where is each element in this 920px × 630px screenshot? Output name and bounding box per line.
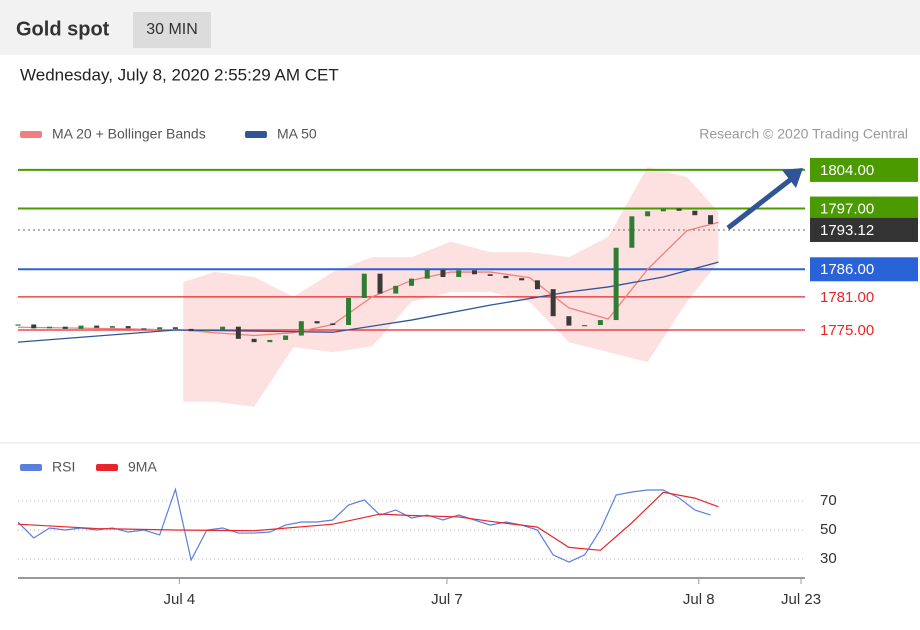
rsi-line: [17, 487, 711, 563]
level-label: 1793.12: [820, 222, 874, 239]
candle: [503, 275, 509, 279]
candle: [534, 280, 540, 290]
candle: [613, 247, 619, 321]
candle: [235, 326, 241, 339]
candle: [361, 273, 367, 298]
legend-swatch: [20, 464, 42, 471]
level-label-box: [810, 157, 918, 182]
x-tick-label: Jul 4: [163, 591, 195, 608]
legend-swatch: [96, 464, 118, 471]
plot: 1804.00 1797.00 1793.12 1786.00 1781.00 1775.…: [15, 126, 918, 608]
candle: [109, 326, 115, 328]
level-label-box: [810, 257, 918, 282]
candle: [204, 330, 210, 332]
candle: [393, 285, 399, 294]
candle: [487, 274, 493, 276]
candle: [346, 297, 352, 326]
candle: [330, 323, 336, 326]
legend-label: MA 50: [277, 126, 317, 142]
candle: [550, 289, 556, 317]
candle: [566, 316, 572, 326]
level-label-box: [810, 217, 918, 242]
candle: [708, 215, 714, 225]
candle: [31, 324, 37, 329]
level-label: 1797.00: [820, 201, 874, 218]
subtitle: Wednesday, July 8, 2020 2:55:29 AM CET: [20, 65, 339, 84]
legend-label: 9MA: [128, 459, 157, 475]
legend-swatch: [20, 131, 42, 138]
candle: [141, 328, 147, 330]
candle: [676, 208, 682, 211]
candle: [46, 326, 52, 329]
candle: [629, 216, 635, 248]
candle: [78, 325, 84, 329]
candle: [172, 327, 178, 329]
candle: [251, 338, 257, 343]
chart-title: Gold spot: [16, 18, 110, 40]
interval-box[interactable]: [133, 12, 211, 48]
level-label: 1786.00: [820, 261, 874, 278]
level-label: 1775.00: [820, 322, 874, 339]
bollinger-band: [183, 167, 719, 407]
legend-swatch: [245, 131, 267, 138]
candle: [582, 325, 588, 327]
moving-average: [17, 261, 719, 343]
candle: [440, 269, 446, 278]
interval[interactable]: 30 MIN: [146, 21, 198, 38]
candle: [692, 210, 698, 216]
credit: Research © 2020 Trading Central: [699, 126, 908, 142]
level-label: 1781.00: [820, 289, 874, 306]
candle: [188, 328, 194, 332]
candle: [267, 339, 273, 343]
candle: [456, 270, 462, 278]
candle: [157, 327, 163, 330]
candle: [519, 278, 525, 281]
rsi-tick-label: 50: [820, 521, 837, 538]
x-tick-label: Jul 8: [683, 591, 715, 608]
rsi-tick-label: 30: [820, 550, 837, 567]
rsi-line: [17, 491, 719, 551]
level-label-box: [810, 196, 918, 221]
arrow: [726, 178, 792, 230]
candle: [645, 211, 651, 217]
candle: [283, 335, 289, 340]
level-label: 1804.00: [820, 162, 874, 179]
candle: [94, 325, 100, 328]
candle: [377, 273, 383, 294]
x-tick-label: Jul 7: [431, 591, 463, 608]
candle: [471, 270, 477, 275]
candle: [62, 326, 68, 329]
legend-label: RSI: [52, 459, 75, 475]
candle: [15, 324, 21, 326]
legend-label: MA 20 + Bollinger Bands: [52, 126, 206, 142]
arrow-head: [782, 168, 803, 188]
candle: [424, 269, 430, 279]
candle: [409, 278, 414, 286]
rsi-tick-label: 70: [820, 492, 837, 509]
candle: [220, 326, 226, 330]
candle: [660, 208, 666, 212]
candle: [314, 321, 320, 324]
candle: [298, 321, 304, 336]
x-tick-label: Jul 23: [781, 591, 821, 608]
candle: [597, 320, 603, 326]
candle: [125, 326, 131, 329]
